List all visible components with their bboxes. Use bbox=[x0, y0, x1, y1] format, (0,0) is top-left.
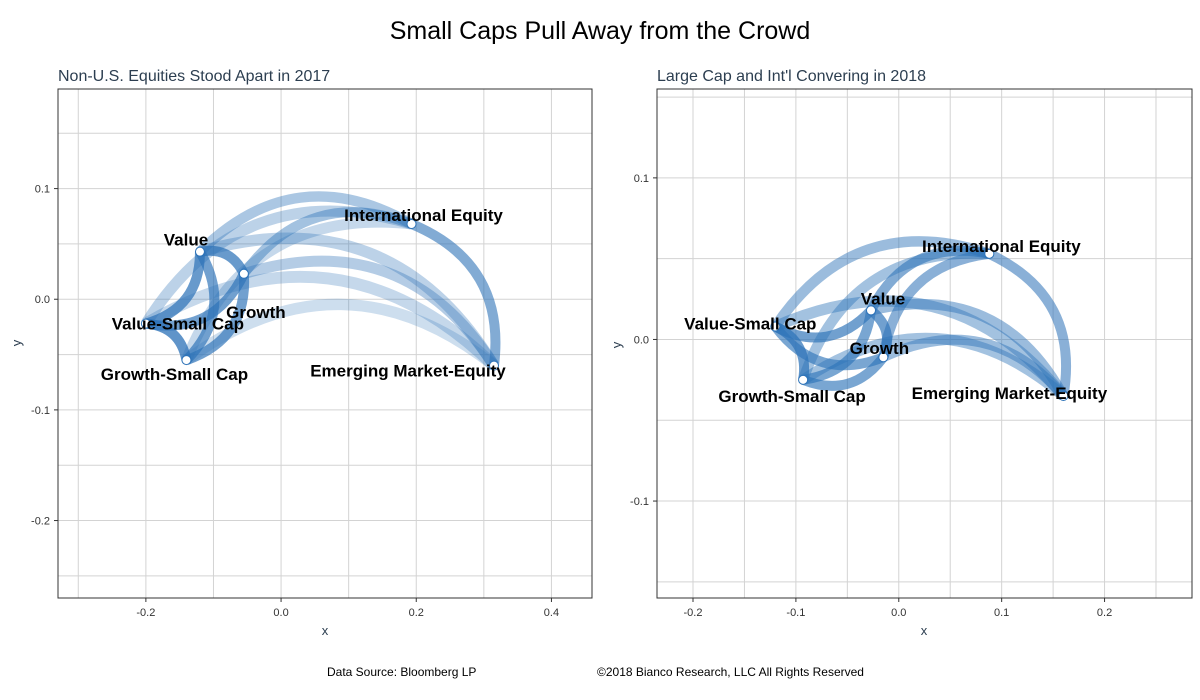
main-title: Small Caps Pull Away from the Crowd bbox=[390, 17, 811, 45]
edge-value-to-international-equity bbox=[866, 245, 991, 313]
edge-growth-to-international-equity bbox=[878, 248, 990, 358]
x-tick-label: 0.0 bbox=[273, 607, 288, 619]
panel-right-ticks: -0.2 -0.1 0.0 0.1 0.2 -0.1 0.0 0.1 bbox=[630, 173, 1112, 619]
y-tick-label: -0.1 bbox=[630, 496, 649, 508]
footer-source: Data Source: Bloomberg LP bbox=[327, 665, 476, 679]
node-value-small-cap bbox=[140, 318, 151, 329]
node-label-growth-small-cap: Growth-Small Cap bbox=[101, 365, 248, 384]
panel-left: Non-U.S. Equities Stood Apart in 2017 Va… bbox=[9, 68, 593, 638]
edge-growth-to-international-equity bbox=[239, 207, 414, 277]
edge-value-small-cap-to-emerging-market-equity bbox=[773, 295, 1068, 400]
node-label-growth: Growth bbox=[850, 339, 910, 358]
x-tick-label: -0.2 bbox=[136, 607, 155, 619]
edge-value-small-cap-to-growth-small-cap bbox=[773, 322, 810, 381]
node-international-equity bbox=[406, 218, 417, 229]
node-value bbox=[194, 246, 205, 257]
edge-value-to-value-small-cap bbox=[144, 251, 205, 329]
panel-left-grid bbox=[58, 89, 592, 598]
y-tick-label: 0.0 bbox=[634, 334, 649, 346]
panel-left-labels: Value Growth International Equity Value-Sma… bbox=[101, 206, 507, 384]
panel-right-y-axis-title: y bbox=[609, 341, 624, 348]
node-value-small-cap bbox=[770, 321, 781, 332]
node-growth bbox=[238, 268, 249, 279]
node-emerging-market-equity bbox=[488, 360, 499, 371]
panel-right-nodes bbox=[770, 248, 1069, 402]
node-international-equity bbox=[984, 248, 995, 259]
panel-left-ticks: -0.2 0.0 0.2 0.4 -0.2 -0.1 0.0 0.1 bbox=[31, 184, 559, 619]
panel-left-title: Non-U.S. Equities Stood Apart in 2017 bbox=[58, 68, 330, 85]
panel-right-grid bbox=[657, 89, 1192, 598]
edge-value-to-growth-small-cap bbox=[802, 309, 876, 385]
edge-growth-small-cap-to-emerging-market-equity bbox=[800, 332, 1067, 401]
node-label-international-equity: International Equity bbox=[344, 206, 503, 225]
node-growth bbox=[878, 352, 889, 363]
edge-value-to-international-equity bbox=[196, 191, 415, 256]
y-tick-label: 0.0 bbox=[35, 294, 50, 306]
node-value bbox=[866, 305, 876, 316]
y-tick-label: -0.1 bbox=[31, 405, 50, 417]
edge-growth-to-emerging-market-equity bbox=[881, 334, 1068, 400]
node-label-emerging-market-equity: Emerging Market-Equity bbox=[912, 384, 1108, 403]
node-label-international-equity: International Equity bbox=[922, 237, 1081, 256]
node-label-growth: Growth bbox=[226, 303, 286, 322]
x-tick-label: 0.2 bbox=[409, 607, 424, 619]
x-tick-label: 0.4 bbox=[544, 607, 559, 619]
edge-value-small-cap-to-growth-small-cap bbox=[145, 318, 192, 362]
edge-value-small-cap-to-emerging-market-equity bbox=[142, 270, 499, 370]
edge-value-to-emerging-market-equity bbox=[198, 232, 499, 369]
node-label-value-small-cap: Value-Small Cap bbox=[112, 315, 244, 334]
panel-right-x-axis-title: x bbox=[921, 623, 928, 638]
node-label-value: Value bbox=[164, 231, 208, 250]
panel-left-x-axis-title: x bbox=[322, 623, 329, 638]
panel-right-frame bbox=[656, 88, 1193, 599]
node-growth-small-cap bbox=[181, 355, 192, 366]
panel-right-title: Large Cap and Int'l Convering in 2018 bbox=[657, 68, 926, 85]
x-tick-label: 0.0 bbox=[891, 607, 906, 619]
edge-growth-small-cap-to-emerging-market-equity bbox=[183, 298, 498, 371]
edge-international-equity-to-emerging-market-equity bbox=[987, 249, 1072, 397]
edge-growth-small-cap-to-international-equity bbox=[798, 248, 990, 382]
edge-value-small-cap-to-international-equity bbox=[141, 205, 414, 327]
edge-growth-to-growth-small-cap bbox=[184, 273, 250, 365]
y-tick-label: 0.1 bbox=[35, 184, 50, 196]
x-tick-label: 0.1 bbox=[994, 607, 1009, 619]
y-tick-label: 0.1 bbox=[634, 173, 649, 185]
footer-copyright: ©2018 Bianco Research, LLC All Rights Re… bbox=[597, 665, 864, 679]
panel-left-nodes bbox=[140, 218, 499, 371]
x-tick-label: -0.2 bbox=[684, 607, 703, 619]
node-emerging-market-equity bbox=[1058, 391, 1069, 402]
edge-growth-to-growth-small-cap bbox=[801, 354, 888, 391]
node-growth-small-cap bbox=[798, 374, 809, 385]
edge-international-equity-to-emerging-market-equity bbox=[409, 219, 501, 367]
edge-value-small-cap-to-international-equity bbox=[770, 236, 991, 330]
x-tick-label: -0.1 bbox=[786, 607, 805, 619]
node-label-growth-small-cap: Growth-Small Cap bbox=[718, 387, 865, 406]
node-label-value-small-cap: Value-Small Cap bbox=[684, 315, 816, 334]
panel-right-labels: Value Growth International Equity Value-Sma… bbox=[684, 237, 1108, 406]
node-label-value: Value bbox=[861, 289, 905, 308]
edge-growth-to-emerging-market-equity bbox=[242, 255, 499, 369]
panel-left-edges bbox=[141, 191, 501, 371]
node-label-emerging-market-equity: Emerging Market-Equity bbox=[310, 362, 506, 381]
x-tick-label: 0.2 bbox=[1097, 607, 1112, 619]
panel-left-frame bbox=[57, 88, 593, 599]
y-tick-label: -0.2 bbox=[31, 516, 50, 528]
panel-left-y-axis-title: y bbox=[9, 339, 24, 346]
panel-right: Large Cap and Int'l Convering in 2018 Va… bbox=[609, 68, 1193, 638]
panel-right-edges bbox=[770, 236, 1072, 401]
edge-growth-small-cap-to-international-equity bbox=[181, 216, 413, 363]
